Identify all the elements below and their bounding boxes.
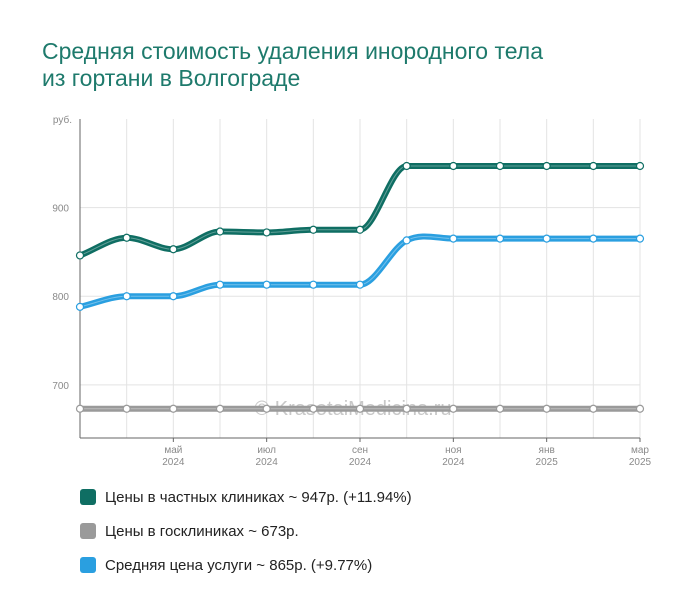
data-point-public: [495, 404, 505, 413]
data-point-average: [122, 292, 131, 301]
data-point-private: [309, 225, 318, 234]
chart-title-line-2: из гортани в Волгограде: [42, 65, 301, 91]
data-point-private: [169, 245, 178, 254]
x-tick-label-month: сен: [352, 445, 368, 456]
data-point-private: [495, 161, 505, 171]
data-point-public: [309, 404, 318, 413]
data-point-private: [542, 161, 551, 171]
data-point-average: [355, 280, 365, 289]
data-point-private: [75, 251, 85, 260]
data-point-average: [309, 280, 318, 289]
data-point-public: [262, 404, 271, 413]
y-tick-label: 900: [52, 204, 69, 215]
legend-label-public: Цены в госклиниках ~ 673р.: [105, 522, 299, 540]
y-tick-label: 700: [52, 381, 69, 392]
x-tick-label-year: 2024: [162, 457, 185, 468]
x-tick-label-year: 2024: [349, 457, 372, 468]
data-point-average: [495, 234, 505, 243]
data-point-average: [449, 234, 458, 243]
data-point-average: [589, 234, 598, 243]
data-point-public: [635, 404, 645, 413]
data-point-private: [262, 228, 271, 237]
y-tick-label: 800: [52, 292, 69, 303]
data-point-public: [122, 404, 131, 413]
data-point-public: [449, 404, 458, 413]
data-point-private: [215, 227, 225, 236]
x-tick-label-year: 2024: [256, 457, 279, 468]
data-point-public: [402, 404, 411, 413]
chart-title: Средняя стоимость удаления инородного те…: [42, 38, 662, 92]
data-point-average: [215, 280, 225, 289]
data-point-public: [215, 404, 225, 413]
data-point-average: [635, 234, 645, 243]
data-point-private: [402, 161, 411, 171]
data-point-average: [169, 292, 178, 301]
y-axis-label: руб.: [53, 114, 72, 126]
data-point-private: [122, 233, 131, 242]
x-tick-label-month: ноя: [445, 445, 462, 456]
x-tick-label-year: 2025: [536, 457, 559, 468]
data-point-public: [169, 404, 178, 413]
data-point-public: [75, 404, 85, 413]
legend: Цены в частных клиниках ~ 947р. (+11.94%…: [80, 487, 412, 589]
data-point-average: [542, 234, 551, 243]
data-point-private: [355, 225, 365, 234]
x-tick-label-year: 2025: [629, 457, 652, 468]
legend-label-average: Средняя цена услуги ~ 865р. (+9.77%): [105, 556, 373, 574]
legend-item-private[interactable]: Цены в частных клиниках ~ 947р. (+11.94%…: [80, 487, 412, 507]
x-tick-label-month: янв: [539, 445, 555, 456]
data-point-public: [589, 404, 598, 413]
legend-item-public[interactable]: Цены в госклиниках ~ 673р.: [80, 521, 412, 541]
data-point-private: [635, 161, 645, 171]
legend-swatch-public: [80, 523, 96, 539]
legend-label-private: Цены в частных клиниках ~ 947р. (+11.94%…: [105, 488, 412, 506]
legend-swatch-private: [80, 489, 96, 505]
x-tick-label-month: май: [164, 445, 182, 456]
x-tick-label-year: 2024: [442, 457, 465, 468]
data-point-private: [449, 161, 458, 171]
line-chart: 700800900руб.май2024июл2024сен2024ноя202…: [52, 114, 652, 468]
data-point-private: [589, 161, 598, 171]
data-point-public: [355, 404, 365, 413]
legend-item-average[interactable]: Средняя цена услуги ~ 865р. (+9.77%): [80, 555, 412, 575]
data-point-public: [542, 404, 551, 413]
data-point-average: [402, 236, 411, 245]
x-tick-label-month: июл: [257, 445, 276, 456]
data-point-average: [75, 302, 85, 311]
data-point-average: [262, 280, 271, 289]
chart-title-line-1: Средняя стоимость удаления инородного те…: [42, 38, 544, 64]
x-tick-label-month: мар: [631, 445, 649, 456]
legend-swatch-average: [80, 557, 96, 573]
